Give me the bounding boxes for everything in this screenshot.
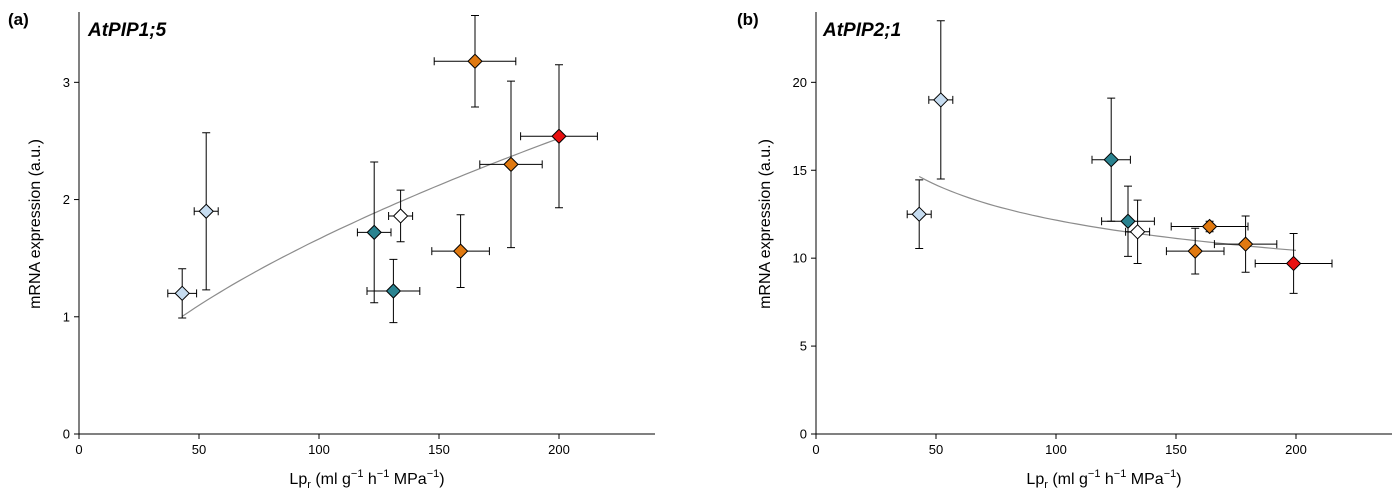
data-point-a [551,128,567,144]
y-tick-label-b: 20 [793,75,807,90]
panel-a: (a) AtPIP1;5 0 50 100 150 200 0 1 2 3 mRNA expre… [8,10,655,491]
x-tick-label-b: 200 [1285,442,1307,457]
data-point-a [503,156,519,173]
x-tick-label-b: 150 [1165,442,1187,457]
data-point-b [1120,213,1136,229]
data-point-b [933,92,949,108]
chart-title-b: AtPIP2;1 [822,20,901,41]
y-tick-label-b: 10 [793,251,807,266]
y-tick-label-a: 3 [63,75,70,90]
y-tick-label-a: 2 [63,192,70,207]
data-point-b [1103,151,1119,168]
data-point-b [1237,236,1254,252]
x-tick-label-a: 0 [75,442,82,457]
data-point-a [174,285,190,302]
y-tick-label-a: 1 [63,309,70,324]
data-point-a [452,243,469,259]
chart-title-a: AtPIP1;5 [87,20,167,41]
x-tick-label-b: 100 [1045,442,1067,457]
fit-curve-a [181,137,560,317]
x-tick-label-a: 50 [192,442,206,457]
data-point-a [385,283,402,299]
data-point-a [467,53,483,69]
panel-label-a: (a) [8,10,29,29]
y-tick-label-b: 0 [800,427,807,442]
x-tick-label-a: 150 [428,442,450,457]
data-point-b [1129,224,1146,240]
y-tick-label-a: 0 [63,427,70,442]
x-tick-label-a: 100 [308,442,330,457]
x-axis-label-b: Lpr (ml g−1 h−1 MPa−1) [1026,468,1181,491]
data-point-b [1201,218,1218,235]
data-point-a [366,224,382,241]
data-point-a [198,203,214,219]
data-point-a [392,208,409,224]
x-axis-label-a: Lpr (ml g−1 h−1 MPa−1) [289,468,444,491]
y-tick-label-b: 5 [800,339,807,354]
y-axis-label-b: mRNA expression (a.u.) [757,139,774,309]
panel-b: (b) AtPIP2;1 0 50 100 150 200 0 5 10 15 20 mRNA e… [737,10,1392,491]
data-point-b [911,206,927,222]
data-point-b [1187,243,1203,259]
panel-label-b: (b) [737,10,759,29]
x-tick-label-b: 0 [812,442,819,457]
y-axis-label-a: mRNA expression (a.u.) [27,139,44,309]
data-point-b [1285,255,1302,272]
x-tick-label-b: 50 [929,442,943,457]
fit-curve-b [918,175,1297,251]
x-tick-label-a: 200 [548,442,570,457]
y-tick-label-b: 15 [793,163,807,178]
